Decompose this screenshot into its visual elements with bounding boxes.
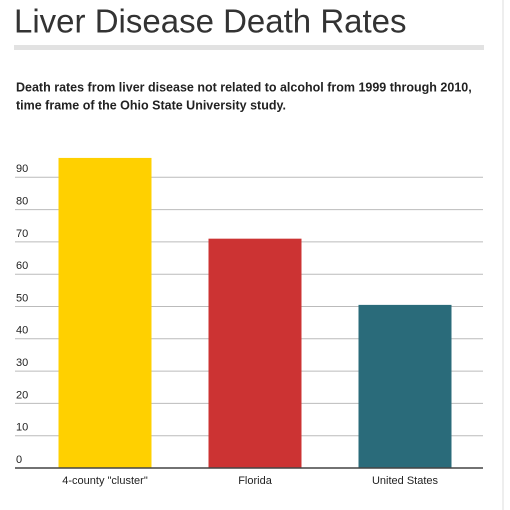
y-tick-label: 0 — [16, 454, 22, 466]
title-rule — [14, 45, 484, 50]
bar — [208, 238, 302, 468]
subtitle: Death rates from liver disease not relat… — [16, 80, 472, 94]
chart-title: Liver Disease Death Rates — [14, 3, 407, 40]
x-tick-label: 4-county "cluster" — [62, 475, 148, 487]
x-tick-label: United States — [372, 475, 439, 487]
y-tick-label: 90 — [16, 163, 28, 175]
y-tick-label: 60 — [16, 260, 28, 272]
subtitle: time frame of the Ohio State University … — [16, 98, 286, 112]
bar — [58, 157, 152, 469]
x-tick-label: Florida — [238, 475, 273, 487]
y-tick-label: 10 — [16, 422, 28, 434]
bar — [358, 304, 452, 468]
y-tick-label: 80 — [16, 196, 28, 208]
y-tick-label: 70 — [16, 228, 28, 240]
y-tick-label: 50 — [16, 292, 28, 304]
y-tick-label: 40 — [16, 325, 28, 337]
y-tick-label: 30 — [16, 357, 28, 369]
y-tick-label: 20 — [16, 389, 28, 401]
